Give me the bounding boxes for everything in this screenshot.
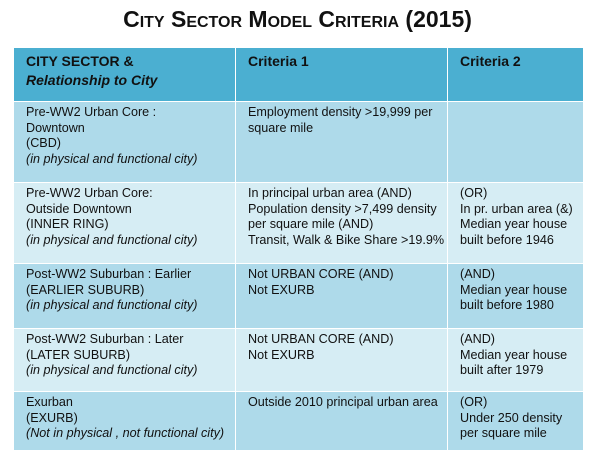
criteria-line: per square mile (AND): [248, 217, 374, 231]
sector-cell: Pre-WW2 Urban Core: Outside Downtown (INNE…: [13, 182, 236, 264]
criteria-line: Employment density >19,999 per: [248, 105, 433, 119]
header-title: Criteria 1: [248, 53, 309, 69]
sector-line: Post-WW2 Suburban : Later: [26, 332, 184, 346]
sector-line: (EXURB): [26, 410, 78, 425]
sector-line: Exurban: [26, 395, 73, 409]
criteria-1-cell: Outside 2010 principal urban area: [235, 391, 448, 451]
criteria-line: (AND): [460, 267, 495, 281]
criteria-line: (OR): [460, 395, 488, 409]
criteria-line: In principal urban area (AND): [248, 186, 412, 200]
header-cell: CITY SECTOR & Relationship to City: [13, 47, 236, 102]
table-row: Pre-WW2 Urban Core : Downtown (CBD) (in phy…: [13, 101, 584, 183]
sector-line: Pre-WW2 Urban Core:: [26, 186, 153, 200]
criteria-1-cell: Employment density >19,999 per square mil…: [235, 101, 448, 183]
criteria-line: Median year house: [460, 347, 568, 362]
sector-cell: Exurban (EXURB) (Not in physical , not fun…: [13, 391, 236, 451]
table-row: Exurban (EXURB) (Not in physical , not fun…: [13, 391, 584, 451]
sector-line: Outside Downtown: [26, 201, 132, 216]
sector-note: (in physical and functional city): [26, 151, 198, 166]
criteria-line: Not URBAN CORE (AND): [248, 332, 394, 346]
header-cell: Criteria 1: [235, 47, 448, 102]
sector-line: Downtown: [26, 120, 85, 135]
criteria-line: square mile: [248, 120, 314, 135]
criteria-line: Transit, Walk & Bike Share >19.9%: [248, 232, 445, 247]
sector-cell: Pre-WW2 Urban Core : Downtown (CBD) (in phy…: [13, 101, 236, 183]
table-row: Pre-WW2 Urban Core: Outside Downtown (INNE…: [13, 182, 584, 264]
sector-note: (in physical and functional city): [26, 298, 198, 312]
title: City Sector Model Criteria (2015): [123, 6, 472, 32]
criteria-1-cell: In principal urban area (AND) Population …: [235, 182, 448, 264]
sector-line: (LATER SUBURB): [26, 347, 131, 362]
criteria-line: (AND): [460, 332, 495, 346]
sector-cell: Post-WW2 Suburban : Later (LATER SUBURB)(…: [13, 328, 236, 392]
table-body: Pre-WW2 Urban Core : Downtown (CBD) (in phy…: [13, 101, 584, 451]
table-row: Post-WW2 Suburban : Later (LATER SUBURB)(…: [13, 328, 584, 392]
criteria-line: (OR): [460, 186, 488, 200]
sector-line: (CBD): [26, 136, 61, 150]
criteria-1-cell: Not URBAN CORE (AND) Not EXURB: [235, 263, 448, 329]
header-title: CITY SECTOR &: [26, 53, 134, 69]
criteria-line: In pr. urban area (&): [460, 201, 573, 216]
criteria-line: built before 1980: [460, 298, 554, 312]
criteria-2-cell: (AND) Median year house built before 1980: [447, 263, 584, 329]
criteria-2-cell: (AND) Median year house built after 1979: [447, 328, 584, 392]
criteria-line: Not EXURB: [248, 347, 315, 362]
criteria-line: built after 1979: [460, 363, 544, 377]
criteria-line: Outside 2010 principal urban area: [248, 395, 438, 409]
criteria-line: Median year house: [460, 217, 568, 231]
table-header: CITY SECTOR & Relationship to City Criteri…: [13, 47, 584, 102]
sector-note: (Not in physical , not functional city): [26, 426, 225, 440]
header-row: CITY SECTOR & Relationship to City Criteri…: [13, 47, 584, 102]
table-row: Post-WW2 Suburban : Earlier (EARLIER SUBU…: [13, 263, 584, 329]
criteria-1-cell: Not URBAN CORE (AND) Not EXURB: [235, 328, 448, 392]
criteria-2-cell: (OR) Under 250 density per square mile: [447, 391, 584, 451]
criteria-line: per square mile: [460, 426, 547, 440]
criteria-line: built before 1946: [460, 232, 554, 247]
sector-line: Pre-WW2 Urban Core :: [26, 105, 157, 119]
header-cell: Criteria 2: [447, 47, 584, 102]
sector-line: Post-WW2 Suburban : Earlier: [26, 267, 192, 281]
header-subtitle: Relationship to City: [26, 72, 158, 88]
criteria-line: Median year house: [460, 282, 568, 297]
criteria-2-cell: [447, 101, 584, 183]
criteria-line: Not URBAN CORE (AND): [248, 267, 394, 281]
criteria-line: Under 250 density: [460, 410, 563, 425]
criteria-table: CITY SECTOR & Relationship to City Criteri…: [13, 47, 584, 451]
criteria-line: Population density >7,499 density: [248, 201, 437, 216]
sector-note: (in physical and functional city): [26, 232, 198, 247]
sector-line: (EARLIER SUBURB): [26, 282, 145, 297]
sector-cell: Post-WW2 Suburban : Earlier (EARLIER SUBU…: [13, 263, 236, 329]
criteria-2-cell: (OR) In pr. urban area (&) Median year hou…: [447, 182, 584, 264]
sector-note: (in physical and functional city): [26, 363, 198, 377]
criteria-line: Not EXURB: [248, 282, 315, 297]
header-title: Criteria 2: [460, 53, 521, 69]
sector-line: (INNER RING): [26, 217, 109, 231]
